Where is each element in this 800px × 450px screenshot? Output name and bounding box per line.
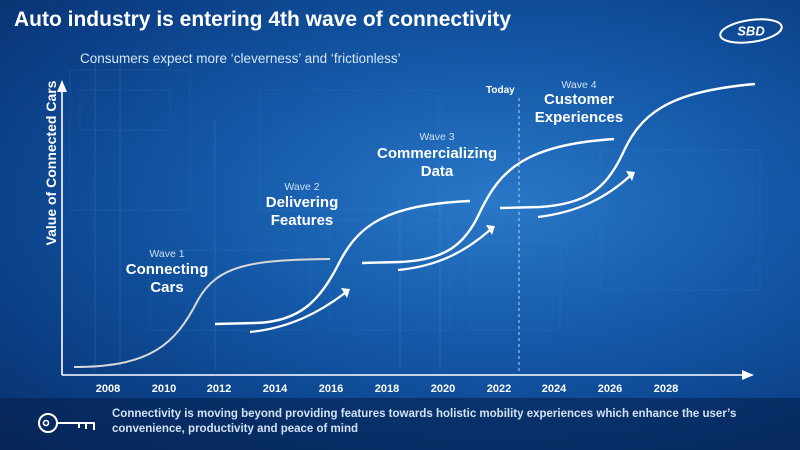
x-tick-label: 2020	[431, 383, 455, 395]
x-tick-label: 2012	[207, 383, 231, 395]
wave-2-number: Wave 2	[284, 181, 320, 193]
wave-1-number: Wave 1	[149, 248, 185, 260]
slide-subtitle: Consumers expect more ‘cleverness’ and ‘…	[80, 51, 401, 66]
logo-text: SBD	[737, 24, 765, 39]
wave-3-curve	[361, 137, 615, 265]
footer-band	[0, 398, 800, 450]
wave-3-title-line2: Data	[420, 163, 454, 180]
x-tick-label: 2008	[96, 383, 120, 395]
transition-arrow-3	[537, 175, 631, 219]
wave-1-title: Connecting Cars	[87, 261, 247, 297]
wave-2-curve	[214, 199, 471, 326]
footer-text: Connectivity is moving beyond providing …	[112, 408, 737, 435]
transition-arrowhead-1	[341, 288, 350, 298]
key-icon	[38, 413, 95, 433]
wave-1-title-line1: Connecting	[125, 261, 209, 278]
wave-2-title-line2: Features	[270, 212, 334, 229]
wave-4-title-line2: Experiences	[534, 109, 624, 126]
wave-1-curve	[73, 258, 331, 368]
wave-2-title-line1: Delivering	[265, 194, 339, 211]
transition-arrowhead-2	[486, 225, 495, 235]
x-tick-label: 2024	[542, 383, 567, 395]
x-tick-label: 2022	[487, 383, 511, 395]
x-tick-label: 2028	[654, 383, 678, 395]
x-tick-label: 2018	[375, 383, 399, 395]
wave-3-title: Commercializing Data	[357, 145, 517, 181]
transition-arrow-2	[397, 229, 491, 272]
wave-3-title-line1: Commercializing	[376, 145, 498, 162]
transition-arrow-1	[249, 292, 346, 334]
wave-1-title-line2: Cars	[150, 279, 184, 296]
transition-arrowhead-3	[626, 171, 635, 181]
wave-3-number: Wave 3	[419, 131, 455, 143]
slide-title: Auto industry is entering 4th wave of co…	[14, 8, 512, 31]
wave-4-title: Customer Experiences	[499, 91, 659, 127]
x-tick-label: 2016	[319, 383, 343, 395]
x-axis-arrowhead	[742, 370, 754, 380]
x-tick-label: 2026	[598, 383, 622, 395]
wave-4-number: Wave 4	[561, 79, 597, 91]
x-tick-label: 2010	[152, 383, 176, 395]
y-axis-arrowhead	[57, 80, 67, 92]
today-label: Today	[486, 85, 515, 96]
x-tick-label: 2014	[263, 383, 288, 395]
wave-4-title-line1: Customer	[543, 91, 614, 108]
sbd-logo: SBD	[719, 18, 783, 44]
wave-4-curve	[499, 82, 756, 210]
wave-2-title: Delivering Features	[222, 194, 382, 230]
